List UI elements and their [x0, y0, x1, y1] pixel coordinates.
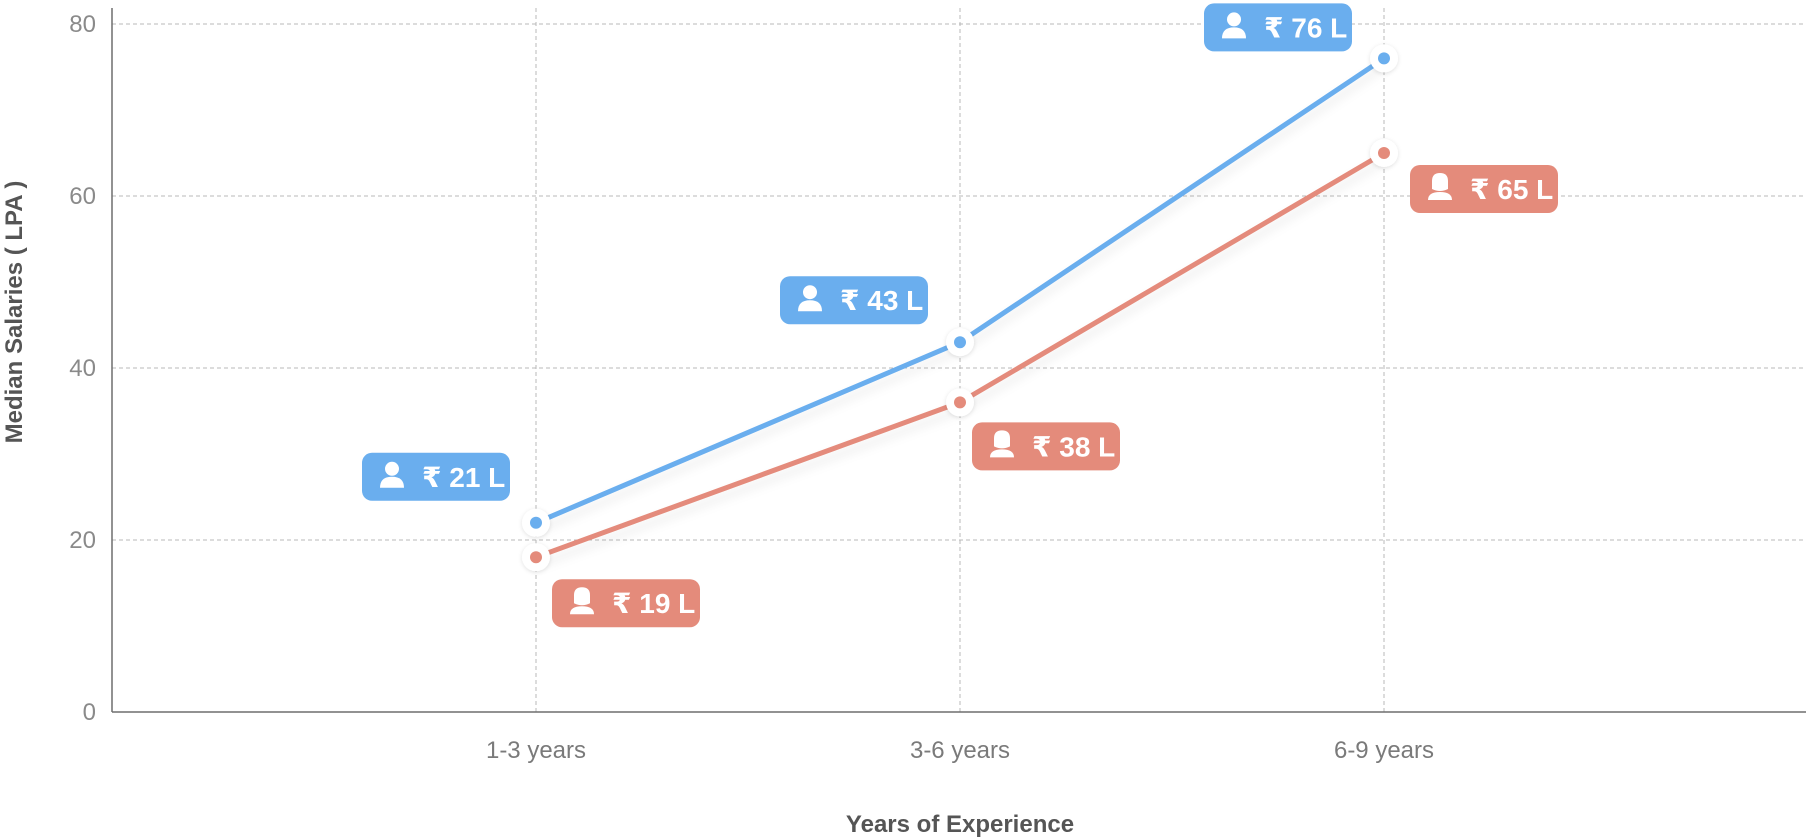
x-axis-title: Years of Experience: [846, 811, 1074, 838]
series-lines: [522, 44, 1398, 572]
data-point-male: [946, 328, 974, 357]
male-person-icon: [380, 461, 404, 488]
data-label-badge: [362, 452, 510, 501]
data-label-male: ₹ 76 L: [1204, 3, 1352, 52]
data-point-male: [1370, 44, 1398, 73]
data-label-badge: [1204, 3, 1352, 52]
data-point-male: [522, 508, 550, 537]
x-tick-labels: 1-3 years 3-6 years 6-9 years: [486, 737, 1434, 764]
data-labels: ₹ 21 L ₹ 43 L ₹ 76 L ₹ 19 L ₹ 38 L ₹ 65 L: [362, 3, 1558, 628]
y-tick-label: 20: [69, 527, 96, 554]
data-point-female: [522, 543, 550, 572]
x-tick-label: 3-6 years: [910, 737, 1010, 764]
x-tick-label: 1-3 years: [486, 737, 586, 764]
grid-lines: [112, 8, 1806, 712]
data-label-female: ₹ 38 L: [972, 422, 1120, 471]
data-label-value: ₹ 19 L: [612, 588, 695, 619]
y-tick-label: 60: [69, 183, 96, 210]
data-label-badge: [780, 276, 928, 325]
y-tick-label: 0: [83, 699, 96, 726]
data-label-male: ₹ 21 L: [362, 452, 510, 501]
male-person-icon: [1222, 12, 1246, 39]
y-tick-labels: 0 20 40 60 80: [69, 11, 96, 726]
x-tick-label: 6-9 years: [1334, 737, 1434, 764]
y-tick-label: 80: [69, 11, 96, 38]
data-label-female: ₹ 65 L: [1410, 165, 1558, 213]
data-label-value: ₹ 21 L: [422, 462, 505, 493]
female-person-icon: [570, 587, 594, 615]
data-point-female: [1370, 139, 1398, 167]
axes: [111, 8, 1806, 713]
y-tick-label: 40: [69, 355, 96, 382]
female-person-icon: [1428, 173, 1452, 200]
data-label-value: ₹ 43 L: [840, 285, 923, 316]
data-point-female: [946, 388, 974, 417]
female-person-icon: [990, 430, 1014, 458]
data-label-female: ₹ 19 L: [552, 579, 700, 628]
data-label-value: ₹ 38 L: [1032, 431, 1115, 462]
y-axis-title: Median Salaries ( LPA ): [1, 181, 28, 444]
male-person-icon: [798, 285, 822, 312]
data-label-value: ₹ 76 L: [1264, 12, 1347, 43]
data-label-value: ₹ 65 L: [1470, 174, 1553, 205]
data-label-male: ₹ 43 L: [780, 276, 928, 325]
